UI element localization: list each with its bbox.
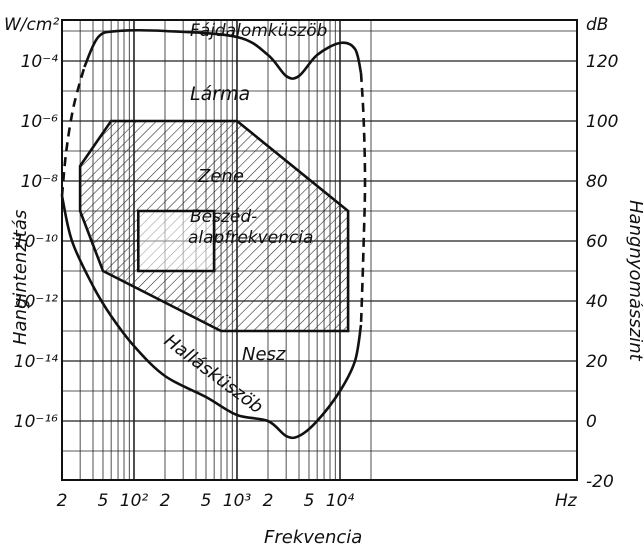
right-tick-label: -20 (586, 472, 614, 492)
left-tick-label: 10⁻¹⁰ (14, 232, 58, 252)
x-tick-label: 2 (263, 491, 274, 511)
speech-fundamental-area (137, 209, 216, 273)
x-tick-labels: 2 5 10² 2 5 10³ 2 5 10⁴ (57, 491, 355, 511)
music-label: Zene (197, 166, 244, 187)
left-axis-title: Hangintenzitás (10, 210, 31, 345)
plot-frame (61, 19, 578, 481)
x-tick-label: 10² (120, 491, 149, 511)
left-tick-labels: 10⁻⁴ 10⁻⁶ 10⁻⁸ 10⁻¹⁰ 10⁻¹² 10⁻¹⁴ 10⁻¹⁶ (14, 52, 58, 432)
right-tick-label: 40 (586, 292, 608, 312)
left-tick-label: 10⁻⁶ (21, 112, 59, 132)
pain-threshold-label: Fájdalomküszöb (190, 21, 327, 41)
left-tick-label: 10⁻⁸ (21, 172, 59, 192)
x-tick-label: 10³ (223, 491, 252, 511)
left-tick-label: 10⁻¹⁴ (14, 352, 58, 372)
right-tick-label: 20 (586, 352, 608, 372)
x-tick-label: 5 (201, 491, 212, 511)
hearing-threshold-low-dashed (60, 66, 86, 197)
right-tick-label: 100 (586, 112, 618, 132)
speech-label-line2: alapfrekvencia (188, 228, 313, 248)
x-axis-title: Frekvencia (264, 527, 362, 548)
speech-label-line1: Beszéd- (190, 207, 257, 227)
left-axis-unit: W/cm² (4, 15, 59, 35)
quiet-label: Nesz (242, 344, 286, 365)
x-tick-label: 2 (160, 491, 171, 511)
left-tick-label: 10⁻¹⁶ (14, 412, 58, 432)
hearing-threshold-curve (60, 195, 363, 440)
right-tick-labels: 120 100 80 60 40 20 0 -20 (586, 52, 618, 492)
left-tick-label: 10⁻¹² (14, 292, 58, 312)
right-tick-label: 120 (586, 52, 618, 72)
right-tick-label: 60 (586, 232, 608, 252)
x-tick-label: 2 (57, 491, 68, 511)
right-tick-label: 80 (586, 172, 608, 192)
x-tick-label: 5 (304, 491, 315, 511)
left-tick-label: 10⁻⁴ (21, 52, 59, 72)
x-unit: Hz (555, 491, 578, 511)
right-axis-title: Hangnyomásszint (625, 200, 643, 362)
noise-label: Lárma (190, 83, 250, 105)
x-tick-label: 10⁴ (326, 491, 355, 511)
pain-threshold-curve (83, 28, 363, 80)
right-axis-unit: dB (586, 15, 608, 35)
hearing-threshold-high-dashed (359, 72, 367, 326)
right-tick-label: 0 (586, 412, 597, 432)
x-tick-label: 5 (98, 491, 109, 511)
